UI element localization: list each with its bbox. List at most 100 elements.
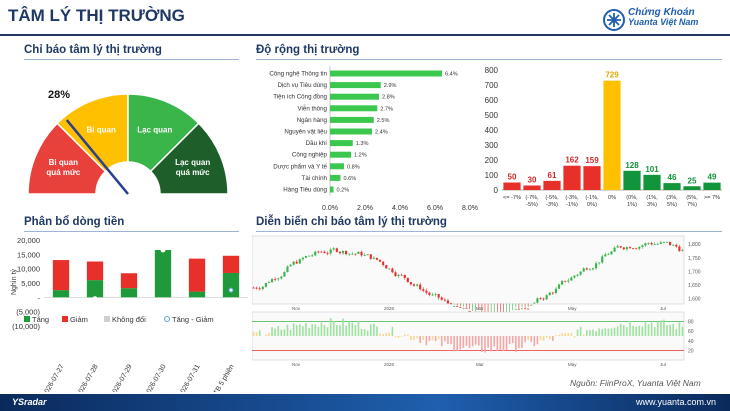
sentiment-indicator-tick: 60	[688, 329, 694, 335]
flow-bar-segment	[154, 250, 172, 298]
breadth-section-line	[256, 59, 722, 60]
breadth-value-label: 0.8%	[347, 164, 360, 170]
brand-line2: Yuanta Việt Nam	[628, 17, 699, 27]
flow-y-tick: 20,000	[17, 236, 40, 245]
breadth-category-label: Dược phẩm và Y tế	[273, 163, 327, 170]
sentiment-candle-body	[659, 242, 662, 244]
sentiment-candle-body	[341, 250, 345, 254]
gauge-segment-label: Bi quan	[49, 158, 78, 167]
sentiment-candle-body	[561, 280, 564, 285]
sentiment-candle-body	[419, 284, 422, 290]
sentiment-section-line	[256, 231, 722, 232]
sentiment-candle-body	[311, 255, 314, 257]
sentiment-candle-body	[449, 303, 453, 305]
flow-y-tick: 5,000	[21, 279, 40, 288]
sentiment-candle-body	[295, 261, 298, 264]
sentiment-candle-body	[554, 288, 558, 293]
distribution-value-label: 128	[625, 161, 639, 170]
distribution-bar	[523, 185, 541, 190]
sentiment-candle-body	[372, 257, 375, 259]
money-flow-chart: 20,000 15,000 10,000 5,000 - (5,000) (10,000) N…	[11, 236, 248, 392]
flow-legend-label: Giảm	[70, 315, 88, 324]
flow-x-tick: TB 5 phiên	[213, 363, 236, 392]
page-title: TÂM LÝ THỊ TRƯỜNG	[8, 6, 185, 25]
sentiment-candle-body	[564, 280, 567, 282]
distribution-y-tick: 700	[485, 81, 499, 90]
sentiment-candle-body	[585, 268, 588, 270]
sentiment-candle-body	[570, 277, 573, 281]
price-change-distribution-chart: 0 100 200 300 400 500 600 700 800 50 <= -7% 30 (-7%,…	[485, 66, 722, 208]
breadth-category-label: Tài chính	[302, 175, 328, 182]
breadth-value-label: 2.5%	[377, 118, 390, 124]
distribution-x-tick: 0%	[608, 195, 616, 201]
sentiment-candle-body	[437, 294, 440, 298]
breadth-x-tick: 8.0%	[462, 205, 478, 212]
distribution-x-tick: (-7%,	[525, 195, 539, 201]
flow-net-marker	[228, 287, 234, 293]
breadth-x-tick: 0.0%	[322, 205, 338, 212]
distribution-value-label: 49	[708, 173, 717, 182]
sentiment-x-label: 2026	[384, 306, 395, 311]
sentiment-candle-body	[391, 268, 394, 273]
distribution-y-tick: 0	[494, 186, 499, 195]
sentiment-candle-body	[613, 247, 616, 252]
sentiment-candle-body	[576, 274, 579, 276]
flow-legend-swatch	[104, 316, 110, 322]
flow-bar-segment	[188, 258, 206, 292]
sentiment-candle-body	[267, 282, 271, 284]
distribution-x-tick: (5%,	[686, 195, 698, 201]
flow-y-tick: (5,000)	[16, 308, 40, 317]
breadth-category-label: Tiện ích Công đồng	[273, 94, 327, 101]
sentiment-trend-chart: 1,800 1,750 1,700 1,650 1,600 Nov 2026 Mar May Ju…	[252, 235, 701, 367]
breadth-category-label: Công nghiệp	[292, 152, 328, 159]
sentiment-candle-body	[443, 299, 446, 301]
breadth-category-label: Ngân hàng	[297, 117, 328, 124]
flow-bar-segment	[86, 261, 104, 281]
sentiment-candle-body	[638, 246, 641, 249]
sentiment-candle-body	[308, 255, 311, 257]
sentiment-candle-body	[588, 269, 591, 271]
sentiment-indicator-tick: 20	[688, 348, 694, 354]
breadth-bar	[330, 140, 353, 147]
flow-legend-label: Tăng - Giảm	[172, 315, 214, 324]
sentiment-candle-body	[292, 261, 295, 265]
sentiment-indicator-tick: 40	[688, 339, 694, 345]
sentiment-candle-body	[258, 288, 261, 290]
sentiment-candle-body	[625, 247, 628, 250]
flow-legend-label: Tăng	[32, 315, 49, 324]
breadth-bar	[330, 174, 341, 181]
sentiment-candle-body	[530, 304, 533, 306]
distribution-x-tick-line2: 1%)	[627, 202, 637, 208]
distribution-x-tick-line2: -3%)	[546, 202, 558, 208]
sentiment-candle-body	[573, 275, 576, 278]
sentiment-section-title: Diễn biến chỉ báo tâm lý thị trường	[256, 216, 447, 228]
distribution-value-label: 50	[508, 173, 517, 182]
breadth-value-label: 1.2%	[354, 153, 367, 159]
distribution-y-tick: 800	[485, 66, 499, 75]
sentiment-candle-body	[326, 253, 329, 254]
flow-bar-segment	[120, 273, 138, 289]
brand-logo: Chứng Khoán Yuanta Việt Nam	[602, 7, 724, 32]
breadth-bar	[330, 82, 381, 89]
sentiment-candle-body	[301, 257, 304, 260]
distribution-x-tick: (-1%,	[585, 195, 599, 201]
sentiment-candle-body	[338, 251, 342, 254]
sentiment-candle-body	[298, 259, 301, 264]
gauge-segment-label: Lạc quan	[175, 158, 210, 167]
flow-legend-label: Không đổi	[112, 315, 146, 324]
sentiment-candle-body	[317, 251, 320, 253]
gauge-segment	[149, 122, 229, 195]
sentiment-x-label: Jul	[660, 306, 666, 311]
flow-legend-swatch	[62, 316, 68, 322]
sentiment-candle-body	[274, 279, 277, 280]
sentiment-candle-body	[557, 284, 561, 289]
flow-bar-segment	[52, 260, 70, 291]
sentiment-candle-body	[579, 271, 582, 275]
breadth-bar	[330, 105, 378, 112]
sentiment-candle-body	[524, 308, 527, 310]
gauge-segment-label: Bi quan	[87, 125, 116, 134]
sentiment-candle-body	[286, 266, 289, 272]
sentiment-candle-body	[616, 246, 619, 248]
distribution-bar	[703, 182, 721, 190]
sentiment-candle-body	[446, 300, 450, 304]
